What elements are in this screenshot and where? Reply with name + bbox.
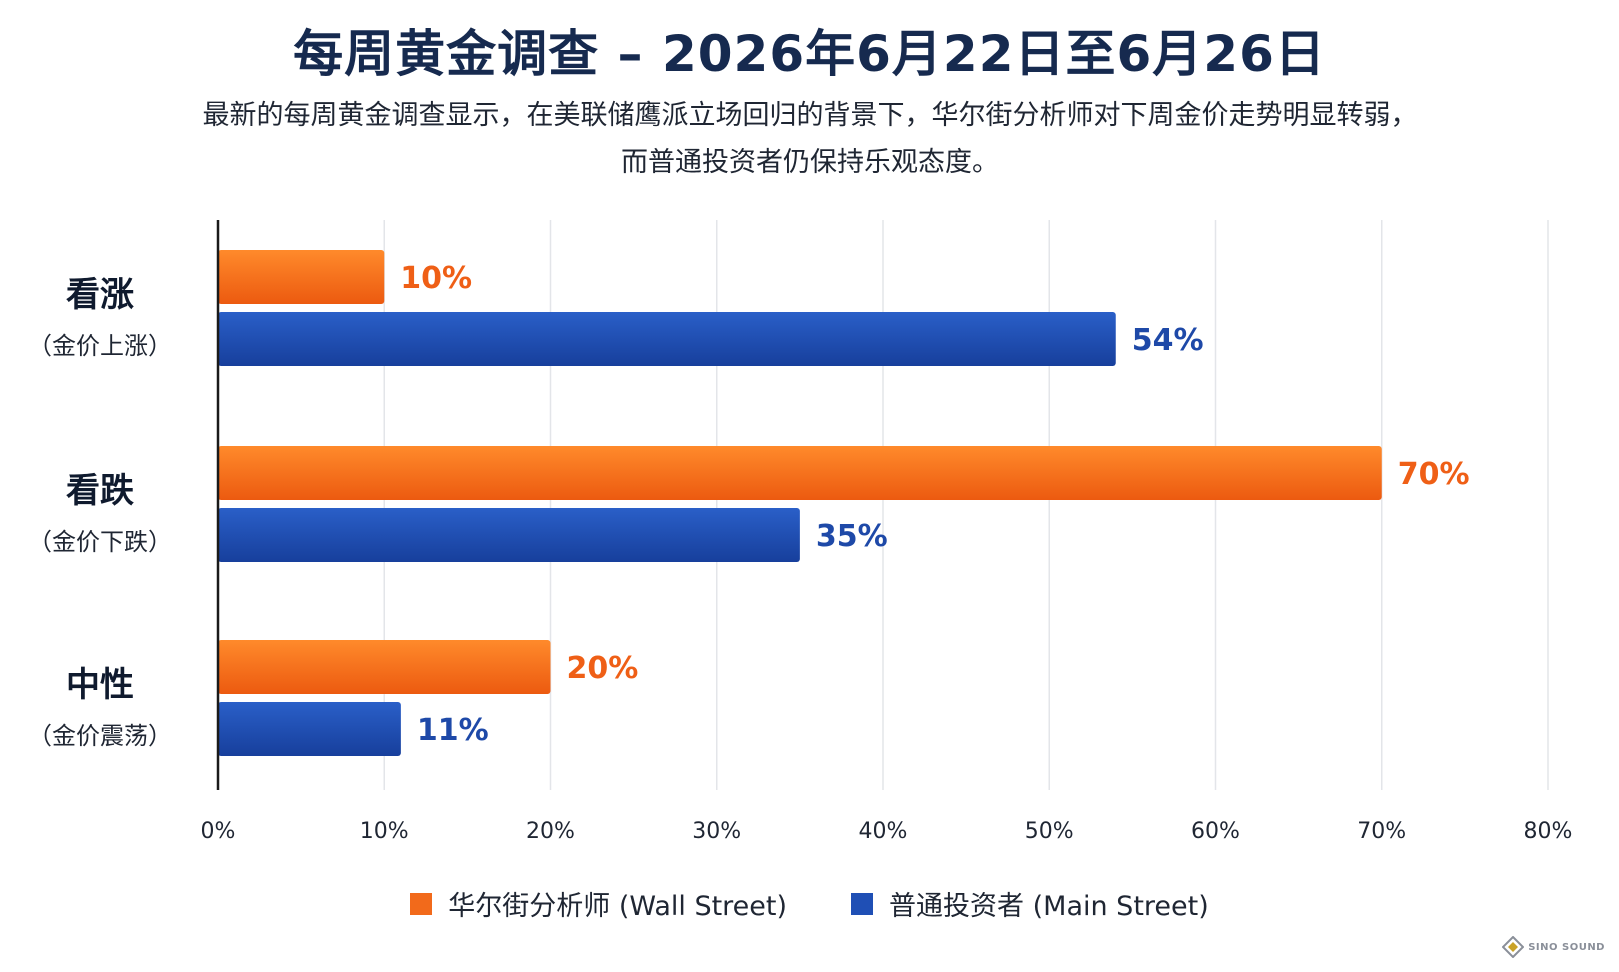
subtitle-line-2: 而普通投资者仍保持乐观态度。 [621,147,999,178]
legend-swatch-main-street [851,892,874,915]
bar-wall-street [218,250,385,304]
chart-title: 每周黄金调查 – 2026年6月22日至6月26日 [293,25,1326,83]
x-tick-label: 30% [692,819,741,844]
legend-label-main-street: 普通投资者 (Main Street) [889,891,1209,922]
legend-item-wall-street: 华尔街分析师 (Wall Street) [410,884,787,923]
legend-label-wall-street: 华尔街分析师 (Wall Street) [448,891,788,922]
legend: 华尔街分析师 (Wall Street) 普通投资者 (Main Street) [0,884,1619,923]
value-label-wall-street: 10% [400,261,472,296]
bar-main-street [218,508,800,562]
x-tick-label: 20% [526,819,575,844]
category-sublabel: （金价下跌） [28,528,172,556]
watermark: SINO SOUND [1502,936,1605,958]
subtitle-line-1: 最新的每周黄金调查显示，在美联储鹰派立场回归的背景下，华尔街分析师对下周金价走势… [202,100,1418,131]
x-tick-labels: 0% 10% 20% 30% 40% 50% 60% 70% 80% [201,819,1573,844]
category-label: 看跌 [66,471,134,511]
watermark-text: SINO SOUND [1528,941,1605,953]
bar-wall-street [218,446,1382,500]
x-tick-label: 0% [201,819,236,844]
category-sublabel: （金价上涨） [28,332,172,360]
value-label-wall-street: 70% [1398,457,1470,492]
bar-wall-street [218,640,551,694]
x-tick-label: 40% [859,819,908,844]
category-label: 看涨 [66,275,134,315]
chart-subtitle: 最新的每周黄金调查显示，在美联储鹰派立场回归的背景下，华尔街分析师对下周金价走势… [110,92,1510,186]
value-label-main-street: 11% [417,713,489,748]
x-tick-label: 50% [1025,819,1074,844]
grid-lines [383,220,1549,790]
diamond-logo-icon [1502,936,1525,958]
value-label-main-street: 35% [816,519,888,554]
bar-chart: 10% 54% 70% 35% 20% 11% 看涨 （金价上涨） 看跌 （金价下跌） 中性 （金价… [28,220,1573,844]
legend-item-main-street: 普通投资者 (Main Street) [851,884,1209,923]
x-tick-label: 70% [1357,819,1406,844]
bar-main-street [218,702,401,756]
category-sublabel: （金价震荡） [28,722,172,750]
x-tick-label: 10% [360,819,409,844]
x-tick-label: 60% [1191,819,1240,844]
legend-swatch-wall-street [410,892,433,915]
category-labels: 看涨 （金价上涨） 看跌 （金价下跌） 中性 （金价震荡） [28,275,172,750]
value-label-wall-street: 20% [567,651,639,686]
bar-main-street [218,312,1116,366]
value-label-main-street: 54% [1132,323,1204,358]
value-labels: 10% 54% 70% 35% 20% 11% [400,261,1469,748]
bars [218,250,1382,756]
category-label: 中性 [66,665,134,705]
x-tick-label: 80% [1524,819,1573,844]
